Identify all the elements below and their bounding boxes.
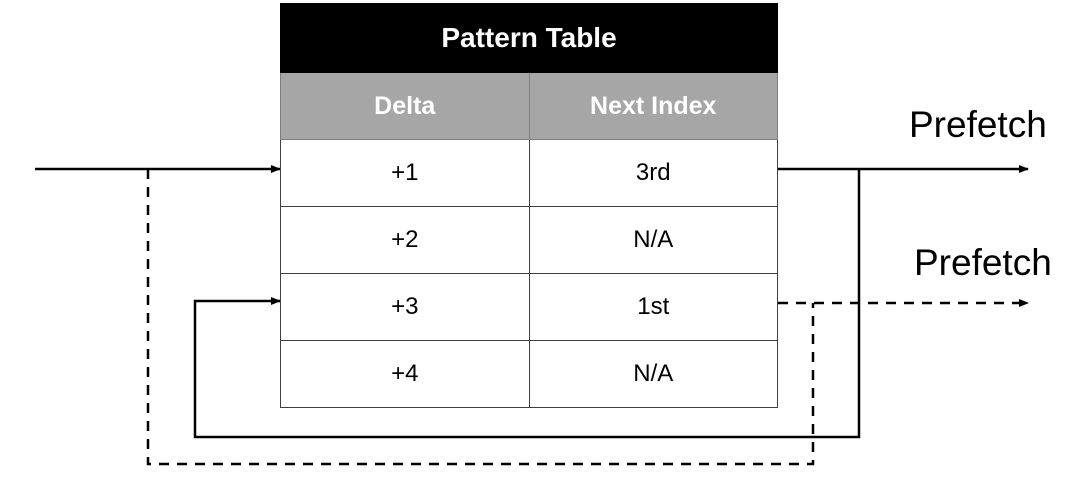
column-header-delta: Delta (280, 72, 530, 140)
column-header-next-index: Next Index (528, 72, 778, 140)
table-row: +3 1st (280, 273, 778, 341)
table-row: +4 N/A (280, 340, 778, 408)
prefetch-label-top: Prefetch (909, 104, 1047, 145)
next-index-cell: N/A (528, 206, 778, 274)
dashed-outer-loop (146, 169, 815, 466)
solid-feedback-loop (193, 169, 861, 439)
table-row: +1 3rd (280, 139, 778, 207)
next-index-cell: 3rd (528, 139, 778, 207)
pattern-table-title: Pattern Table (280, 3, 778, 73)
delta-cell: +3 (280, 273, 530, 341)
pattern-table: Pattern Table Delta Next Index +1 3rd +2… (280, 3, 778, 408)
delta-cell: +4 (280, 340, 530, 408)
delta-cell: +1 (280, 139, 530, 207)
next-index-cell: 1st (528, 273, 778, 341)
next-index-cell: N/A (528, 340, 778, 408)
table-row: +2 N/A (280, 206, 778, 274)
prefetch-label-bottom: Prefetch (914, 242, 1052, 283)
delta-cell: +2 (280, 206, 530, 274)
